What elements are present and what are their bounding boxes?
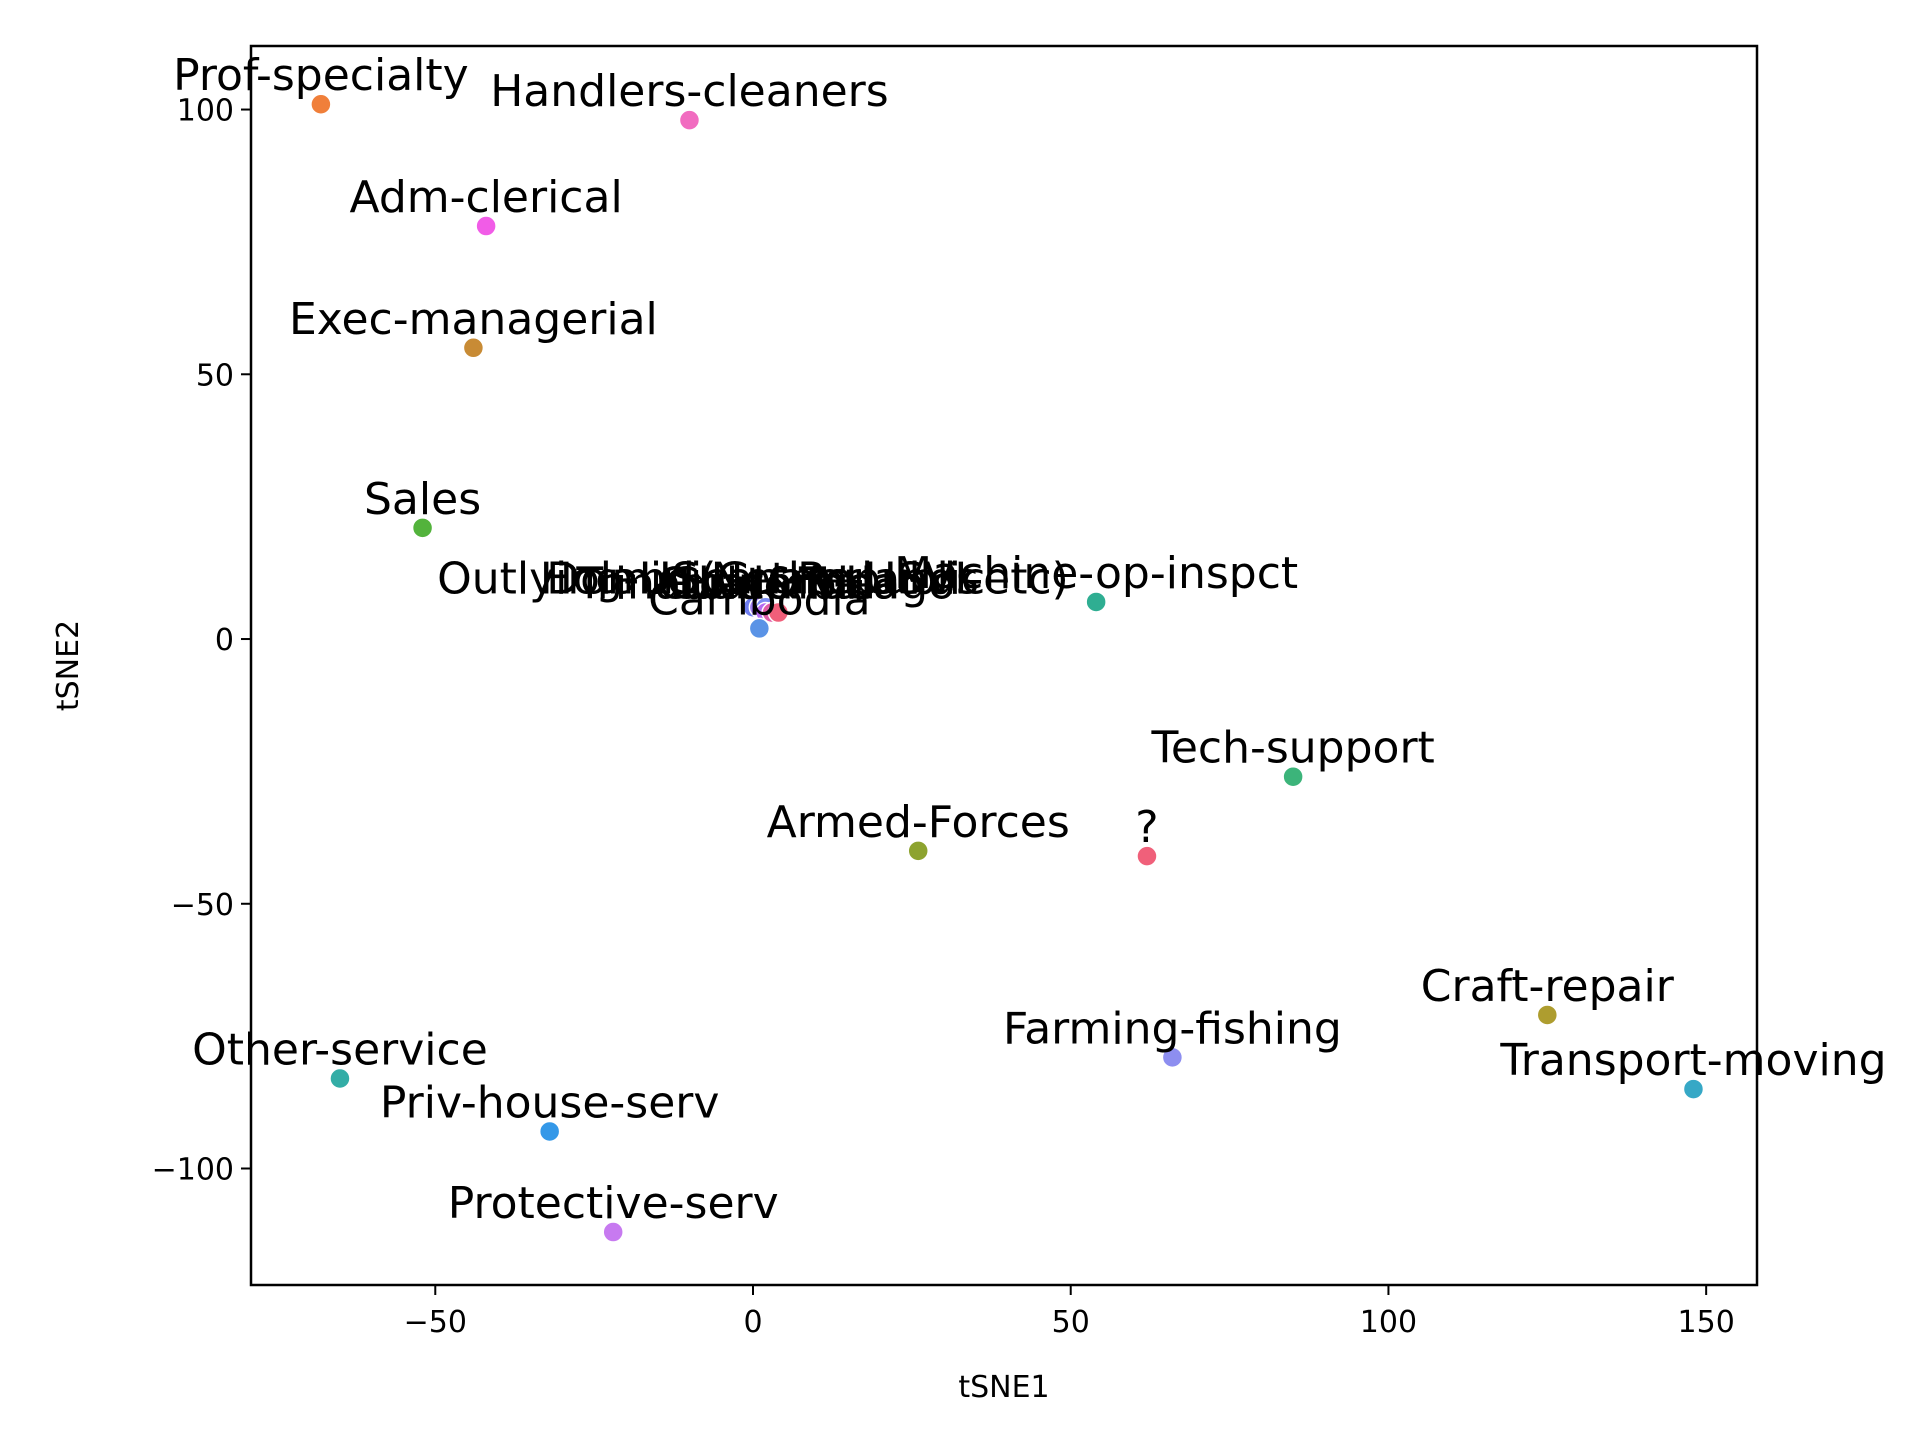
point-label: Trinadad&Tobago [575, 559, 955, 610]
y-tick-label: 50 [196, 358, 234, 393]
point-label: Outlying-US(Guam-USVI-etc) [437, 553, 1069, 604]
scatter-point [538, 1120, 561, 1143]
point-label: Cambodia [648, 574, 871, 625]
scatter-point [1282, 765, 1304, 788]
scatter-point [310, 93, 332, 115]
scatter-point [411, 517, 434, 539]
scatter-point [602, 1221, 624, 1243]
x-axis-label: tSNE1 [958, 1370, 1049, 1405]
scatter-point [1136, 845, 1158, 867]
point-label: Craft-repair [1421, 961, 1675, 1012]
point-label: Farming-fishing [1003, 1003, 1342, 1054]
point-label: Prof-specialty [173, 50, 469, 101]
point-label: Priv-house-serv [380, 1077, 720, 1128]
x-tick-label: −50 [404, 1305, 467, 1340]
point-label: Armed-Forces [767, 797, 1070, 848]
scatter-point [475, 215, 497, 237]
scatter-point [1536, 1004, 1559, 1026]
x-tick-label: 0 [743, 1305, 762, 1340]
point-label: Exec-managerial [289, 294, 658, 345]
scatter-point [1161, 1046, 1184, 1069]
x-tick-label: 150 [1678, 1305, 1735, 1340]
y-tick-label: −100 [152, 1153, 234, 1188]
point-label: Holand-Netherlands [540, 553, 979, 604]
point-label: ? [1135, 802, 1158, 853]
point-label: Guatemala [657, 559, 899, 610]
point-labels-layer: Prof-specialty Handlers-cleaners Adm-cleri… [173, 50, 1886, 1229]
point-label: Adm-clerical [350, 172, 623, 223]
point-label: Handlers-cleaners [490, 66, 888, 117]
points-layer [310, 93, 1705, 1243]
point-label: Columbia [668, 559, 876, 610]
scatter-point [767, 601, 790, 624]
plot-frame [249, 44, 1759, 1287]
scatter-point [1085, 591, 1107, 613]
scatter-point [678, 109, 701, 131]
point-label: Protective-serv [448, 1178, 779, 1229]
scatter-point [1682, 1078, 1705, 1100]
scatter-point [329, 1067, 351, 1090]
point-label: Dominican-Republic [546, 553, 985, 604]
point-label: Machine-op-inspct [894, 548, 1298, 599]
point-label: Tech-support [1150, 723, 1434, 774]
y-tick-label: 0 [215, 623, 234, 658]
point-label: Transport-moving [1499, 1035, 1886, 1086]
x-tick-label: 100 [1360, 1305, 1417, 1340]
x-axis-ticks: −50 0 50 100 150 [404, 1285, 1735, 1340]
x-tick-label: 50 [1052, 1305, 1090, 1340]
y-tick-label: −50 [171, 888, 234, 923]
y-axis-ticks: −100 −50 0 50 100 [152, 94, 251, 1188]
y-axis-label: tSNE2 [51, 620, 86, 711]
scatter-point [907, 840, 929, 862]
point-label: Other-service [192, 1025, 488, 1076]
point-label: Sales [364, 474, 481, 525]
scatter-point [748, 617, 771, 640]
scatter-point [462, 337, 485, 359]
y-tick-label: 100 [177, 94, 234, 129]
